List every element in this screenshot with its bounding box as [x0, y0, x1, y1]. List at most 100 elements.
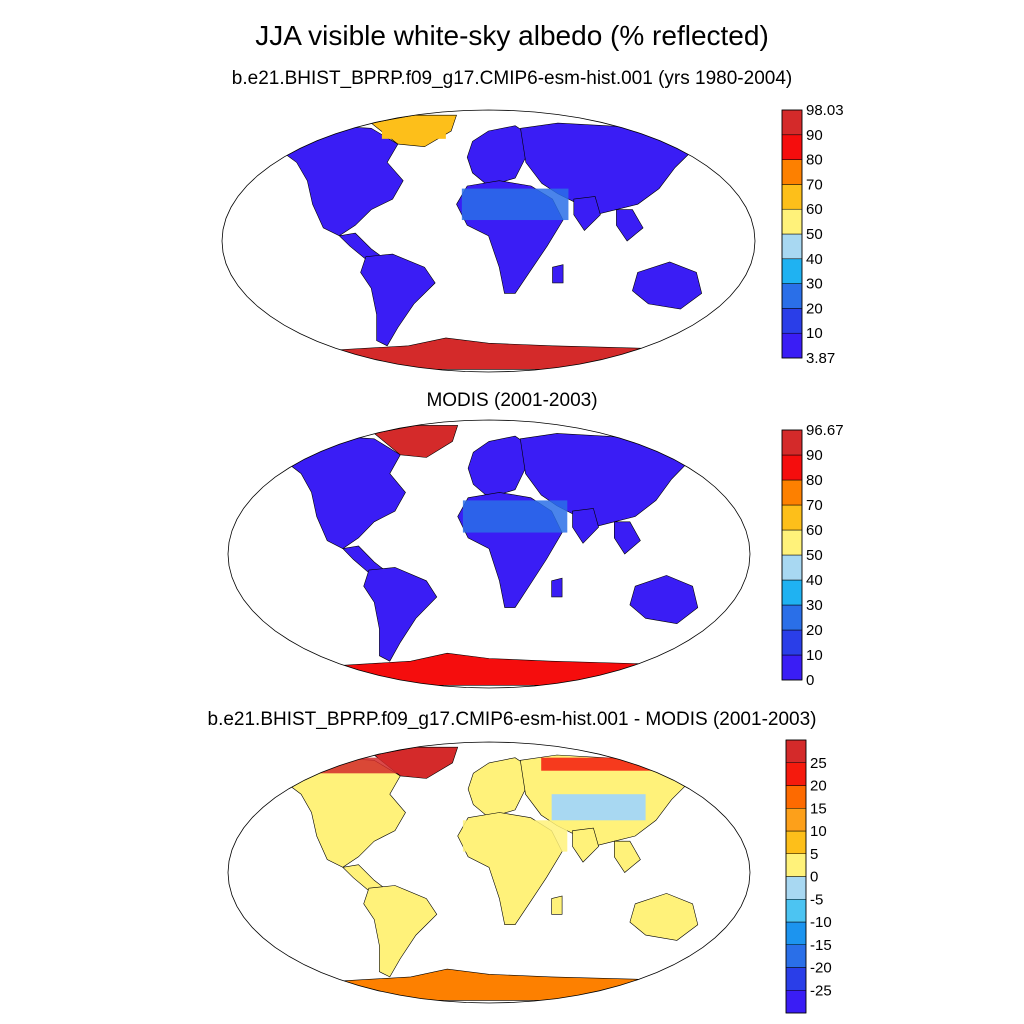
colorbar-tick-label: 20	[806, 622, 823, 639]
map-panel-1	[221, 109, 756, 373]
colorbar-swatch	[781, 479, 803, 506]
colorbar-swatch	[781, 308, 803, 334]
colorbar-swatch	[781, 233, 803, 260]
colorbar-tick-label: 70	[806, 176, 823, 193]
colorbar-swatch	[781, 258, 803, 284]
map-outline	[227, 419, 751, 689]
map-outline	[227, 741, 751, 1004]
sahara-region	[462, 820, 568, 852]
land-southAmerica	[363, 567, 438, 662]
colorbar-tick-label: 30	[806, 597, 823, 614]
land-southAmerica	[360, 253, 436, 347]
land-nz	[707, 934, 725, 954]
panel-2-title: MODIS (2001-2003)	[426, 390, 598, 411]
land-northAmerica	[274, 125, 404, 237]
land-india	[573, 196, 601, 231]
colorbar-swatch	[781, 554, 803, 581]
colorbar-swatch	[785, 967, 807, 991]
land-centralAmerica	[338, 232, 383, 260]
colorbar-swatch	[781, 159, 803, 185]
land-seAsia	[614, 521, 641, 555]
colorbar-swatch	[785, 830, 807, 854]
colorbar-swatch	[781, 529, 803, 556]
colorbar-swatch	[785, 944, 807, 968]
land-india	[572, 827, 599, 863]
colorbar-tick-label: -10	[810, 914, 832, 931]
colorbar-swatch	[785, 762, 807, 786]
colorbar-tick-label: 80	[806, 152, 823, 169]
panel-3-title: b.e21.BHIST_BPRP.f09_g17.CMIP6-esm-hist.…	[207, 709, 817, 730]
land-australia	[632, 261, 703, 310]
land-seAsia	[614, 840, 641, 873]
sahara-region	[462, 500, 568, 533]
colorbar-tick-label: 90	[806, 127, 823, 144]
panel-1-title: b.e21.BHIST_BPRP.f09_g17.CMIP6-esm-hist.…	[231, 68, 793, 89]
colorbar-tick-label: 10	[806, 647, 823, 664]
land-madagascar	[551, 577, 563, 598]
colorbar-swatch	[781, 579, 803, 606]
land-antarctica	[300, 968, 677, 1001]
colorbar-tick-label: 70	[806, 497, 823, 514]
land-madagascar	[551, 895, 563, 915]
colorbar-tick-label: 60	[806, 201, 823, 218]
map-panel-3	[227, 741, 751, 1004]
colorbar-tick-label: 96.67	[806, 422, 844, 439]
land-europe	[466, 125, 532, 187]
land-australia	[629, 893, 699, 941]
land-india	[572, 508, 599, 544]
colorbar-swatch	[781, 454, 803, 481]
land-europe	[467, 435, 532, 499]
colorbar-tick-label: 5	[810, 846, 818, 863]
colorbar-swatch	[785, 853, 807, 877]
colorbar-swatch	[785, 990, 807, 1014]
colorbar-tick-label: 15	[810, 800, 827, 817]
colorbar-swatch	[785, 921, 807, 945]
arctic-islands-patch	[381, 123, 446, 139]
land-europe	[467, 757, 532, 819]
colorbar-tick-label: 30	[806, 276, 823, 293]
land-australia	[629, 575, 699, 625]
land-northAmerica	[279, 435, 406, 549]
colorbar-tick-label: 50	[806, 226, 823, 243]
colorbar-tick-label: 20	[806, 300, 823, 317]
colorbar-swatch	[781, 504, 803, 531]
colorbar-3: -25 -20 -15 -10 -5 0 5 10 15 20 25	[785, 739, 832, 1014]
colorbar-swatch	[781, 208, 803, 235]
land-northAmerica	[279, 757, 406, 868]
colorbar-swatch	[781, 604, 803, 631]
central-asia-patch	[551, 794, 646, 821]
arctic-canada-patch	[301, 757, 416, 774]
colorbar-tick-label: 10	[806, 325, 823, 342]
colorbar-tick-label: 0	[810, 869, 818, 886]
colorbar-swatch	[781, 429, 803, 456]
colorbar-tick-label: 40	[806, 572, 823, 589]
sahara-region	[461, 188, 569, 221]
colorbar-swatch	[781, 134, 803, 160]
colorbar-2: 0 10 20 30 40 50 60 70 80 90 96.67	[781, 422, 844, 689]
colorbar-swatch	[781, 184, 803, 210]
colorbar-swatch	[785, 739, 807, 763]
colorbar-tick-label: 60	[806, 522, 823, 539]
land-centralAmerica	[342, 545, 386, 574]
land-madagascar	[552, 264, 564, 284]
land-nz	[711, 303, 729, 323]
colorbar-tick-label: 3.87	[806, 350, 835, 367]
colorbar-swatch	[785, 899, 807, 923]
colorbar-swatch	[781, 654, 803, 681]
colorbar-swatch	[781, 283, 803, 309]
colorbar-tick-label: 90	[806, 447, 823, 464]
colorbar-tick-label: 50	[806, 547, 823, 564]
colorbar-swatch	[781, 332, 803, 359]
land-southAmerica	[363, 885, 438, 978]
figure-title: JJA visible white-sky albedo (% reflecte…	[255, 20, 769, 51]
map-panel-2	[227, 419, 751, 689]
colorbar-tick-label: 98.03	[806, 102, 844, 119]
colorbar-swatch	[785, 785, 807, 809]
colorbar-tick-label: 25	[810, 755, 827, 772]
colorbar-1: 3.87 10 20 30 40 50 60 70 80 90 98.03	[781, 102, 844, 367]
colorbar-tick-label: -15	[810, 937, 832, 954]
colorbar-tick-label: 80	[806, 472, 823, 489]
colorbar-tick-label: 20	[810, 778, 827, 795]
colorbar-swatch	[781, 629, 803, 656]
